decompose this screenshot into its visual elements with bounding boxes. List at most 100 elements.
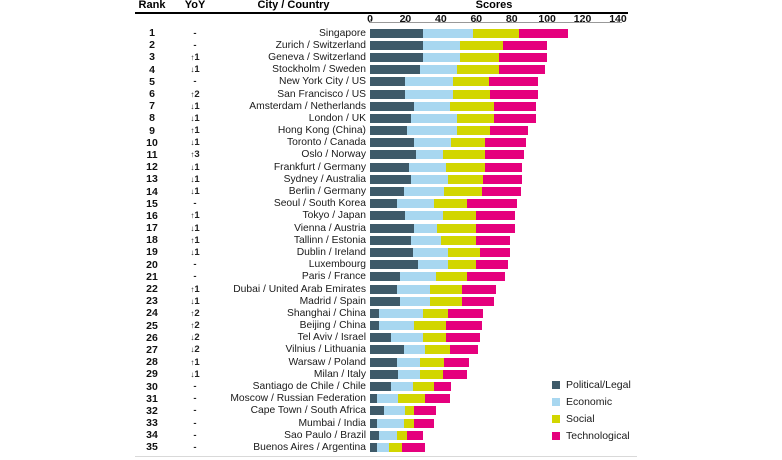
bar-segment-technological bbox=[476, 235, 510, 245]
city-label: Warsaw / Poland bbox=[288, 356, 366, 368]
rank-value: 28 bbox=[146, 356, 158, 369]
table-row: 13 ↓1 Sydney / Australia bbox=[0, 173, 782, 185]
legend-swatch-icon bbox=[552, 431, 560, 440]
yoy-change: ↓1 bbox=[190, 100, 200, 112]
bar-segment-political-legal bbox=[370, 77, 406, 87]
arrow-down-icon: ↓ bbox=[190, 162, 195, 172]
arrow-down-icon: ↓ bbox=[190, 296, 195, 306]
bar-segment-technological bbox=[442, 369, 468, 379]
bar-segment-economic bbox=[410, 113, 457, 123]
city-label: Sydney / Australia bbox=[283, 173, 366, 185]
arrow-down-icon: ↓ bbox=[190, 223, 195, 233]
bar-segment-political-legal bbox=[370, 113, 411, 123]
city-label: Berlin / Germany bbox=[288, 186, 366, 198]
bar-segment-social bbox=[398, 394, 425, 404]
city-label: Mumbai / India bbox=[298, 417, 366, 429]
table-row: 17 ↓1 Vienna / Austria bbox=[0, 222, 782, 234]
bar-segment-economic bbox=[405, 211, 443, 221]
rank-value: 32 bbox=[146, 404, 158, 417]
yoy-change: ↑1 bbox=[190, 234, 200, 246]
arrow-up-icon: ↑ bbox=[190, 235, 195, 245]
bar-segment-social bbox=[389, 442, 402, 452]
stacked-bar bbox=[370, 187, 521, 197]
yoy-change: ↓1 bbox=[190, 222, 200, 234]
table-row: 31 - Moscow / Russian Federation bbox=[0, 393, 782, 405]
yoy-change: ↑3 bbox=[190, 149, 200, 161]
table-row: 32 - Cape Town / South Africa bbox=[0, 405, 782, 417]
bar-segment-technological bbox=[485, 150, 525, 160]
legend-item: Economic bbox=[552, 393, 631, 410]
bar-segment-political-legal bbox=[370, 101, 415, 111]
yoy-change: ↓1 bbox=[190, 246, 200, 258]
stacked-bar bbox=[370, 174, 523, 184]
bar-segment-social bbox=[456, 113, 494, 123]
legend-label: Social bbox=[566, 412, 595, 425]
yoy-change: - bbox=[193, 429, 197, 441]
arrow-down-icon: ↓ bbox=[190, 247, 195, 257]
bar-segment-technological bbox=[444, 357, 470, 367]
bar-segment-political-legal bbox=[370, 284, 397, 294]
city-label: Frankfurt / Germany bbox=[273, 161, 366, 173]
bar-segment-social bbox=[472, 28, 519, 38]
bar-segment-economic bbox=[377, 442, 390, 452]
bar-segment-social bbox=[419, 357, 445, 367]
bar-segment-technological bbox=[446, 333, 480, 343]
rank-value: 16 bbox=[146, 209, 158, 222]
city-country-header: City / Country bbox=[257, 0, 330, 11]
city-label: Moscow / Russian Federation bbox=[230, 393, 366, 405]
bar-segment-political-legal bbox=[370, 260, 418, 270]
bar-segment-economic bbox=[384, 406, 406, 416]
table-row: 5 - New York City / US bbox=[0, 76, 782, 88]
city-label: Hong Kong (China) bbox=[277, 125, 366, 137]
table-row: 15 - Seoul / South Korea bbox=[0, 198, 782, 210]
yoy-change: ↑1 bbox=[190, 51, 200, 63]
bar-segment-political-legal bbox=[370, 162, 409, 172]
rank-value: 10 bbox=[146, 136, 158, 149]
bar-segment-political-legal bbox=[370, 272, 401, 282]
axis-tick-mark bbox=[440, 19, 442, 23]
yoy-change: ↓1 bbox=[190, 295, 200, 307]
arrow-down-icon: ↓ bbox=[190, 187, 195, 197]
city-label: Luxembourg bbox=[308, 259, 366, 271]
bar-segment-economic bbox=[378, 321, 415, 331]
arrow-up-icon: ↑ bbox=[190, 150, 195, 160]
bar-segment-social bbox=[453, 77, 489, 87]
yoy-change: ↑2 bbox=[190, 320, 200, 332]
bar-segment-political-legal bbox=[370, 308, 379, 318]
arrow-down-icon: ↓ bbox=[190, 345, 195, 355]
rank-value: 29 bbox=[146, 368, 158, 381]
bar-segment-social bbox=[447, 247, 480, 257]
rank-value: 19 bbox=[146, 246, 158, 259]
city-label: Dubai / United Arab Emirates bbox=[233, 283, 366, 295]
rank-value: 23 bbox=[146, 295, 158, 308]
bar-segment-economic bbox=[416, 150, 443, 160]
rank-value: 14 bbox=[146, 185, 158, 198]
stacked-bar bbox=[370, 296, 494, 306]
bar-segment-technological bbox=[414, 418, 434, 428]
bar-segment-social bbox=[423, 333, 447, 343]
axis-tick-mark bbox=[582, 19, 584, 23]
city-label: Dublin / Ireland bbox=[296, 246, 366, 258]
axis-line bbox=[369, 22, 622, 23]
bottom-rule bbox=[135, 456, 637, 457]
bar-segment-technological bbox=[488, 77, 539, 87]
bar-segment-technological bbox=[493, 101, 537, 111]
table-row: 9 ↑1 Hong Kong (China) bbox=[0, 125, 782, 137]
bar-segment-political-legal bbox=[370, 28, 424, 38]
city-label: Cape Town / South Africa bbox=[250, 405, 366, 417]
bar-segment-social bbox=[396, 430, 408, 440]
yoy-change: - bbox=[193, 39, 197, 51]
table-row: 25 ↑2 Beijing / China bbox=[0, 320, 782, 332]
stacked-bar bbox=[370, 321, 482, 331]
bar-segment-social bbox=[442, 150, 486, 160]
bar-segment-technological bbox=[490, 126, 528, 136]
legend-item: Political/Legal bbox=[552, 376, 631, 393]
bar-segment-economic bbox=[400, 296, 431, 306]
bar-segment-social bbox=[403, 418, 415, 428]
bar-segment-social bbox=[414, 321, 447, 331]
arrow-down-icon: ↓ bbox=[190, 65, 195, 75]
rank-value: 11 bbox=[146, 148, 158, 161]
yoy-change: ↓1 bbox=[190, 112, 200, 124]
bar-segment-social bbox=[449, 101, 494, 111]
stacked-bar bbox=[370, 65, 546, 75]
